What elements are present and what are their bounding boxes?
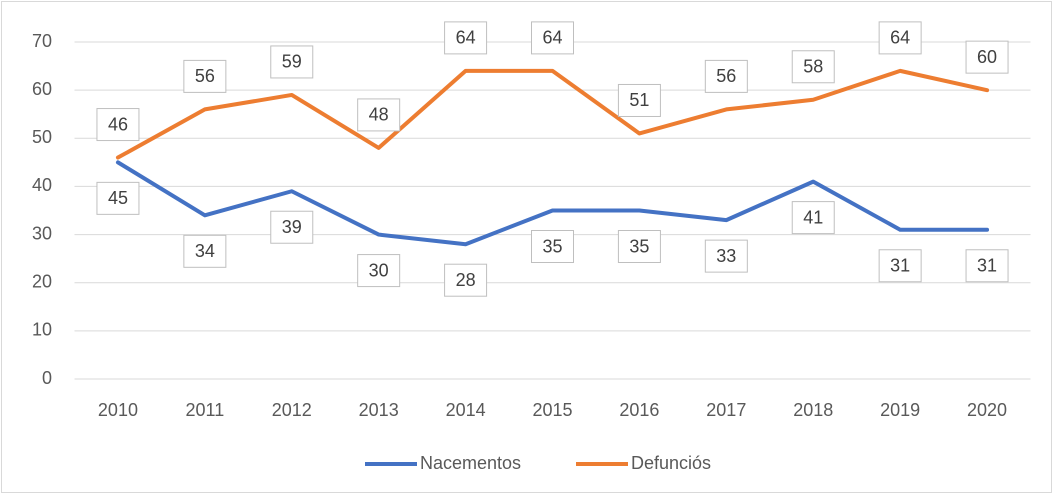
data-label: 45 [108,188,128,208]
x-tick-label: 2013 [359,400,399,420]
data-label: 64 [542,28,562,48]
data-label-box [531,21,574,55]
data-label: 60 [977,47,997,67]
line [115,68,990,160]
data-label: 56 [195,66,215,86]
x-tick-label: 2014 [446,400,486,420]
data-label: 33 [716,246,736,266]
legend-label: Defunciós [631,453,711,473]
data-label: 64 [890,28,910,48]
data-label: 35 [542,236,562,256]
y-tick-label: 50 [32,127,52,147]
line [115,160,990,247]
y-tick-label: 70 [32,31,52,51]
data-label-box [444,21,488,55]
data-label: 28 [456,270,476,290]
data-label: 46 [108,114,128,134]
data-label: 35 [629,236,649,256]
data-label-box [704,239,748,273]
data-label: 30 [369,260,389,280]
y-tick-label: 0 [42,368,52,388]
y-tick-label: 60 [32,79,52,99]
data-label: 39 [282,217,302,237]
data-label: 58 [803,57,823,77]
y-tick-label: 30 [32,223,52,243]
data-label-box [444,263,488,297]
x-tick-label: 2019 [880,400,920,420]
data-label-box [791,201,835,235]
data-label: 51 [629,90,649,110]
data-label-box [357,98,401,132]
legend-label: Nacementos [420,453,521,473]
data-label-box [270,45,314,79]
data-label-box [965,40,1009,74]
data-label-box [965,249,1009,283]
data-label: 64 [456,28,476,48]
x-tick-label: 2012 [272,400,312,420]
data-label: 56 [716,66,736,86]
x-tick-label: 2015 [532,400,572,420]
data-label-box [270,210,314,244]
x-tick-label: 2016 [619,400,659,420]
data-label: 34 [195,241,215,261]
x-tick-label: 2011 [186,400,225,420]
data-label-box [791,50,835,84]
x-tick-label: 2017 [706,400,746,420]
x-tick-label: 2020 [967,400,1007,420]
y-tick-label: 20 [32,271,52,291]
x-tick-label: 2018 [793,400,833,420]
data-label-box [183,234,227,268]
data-label-box [531,230,574,263]
data-label-box [183,59,227,93]
data-label: 48 [369,105,389,125]
data-label: 31 [977,256,997,276]
data-label-box [96,181,140,215]
data-label-box [704,59,748,93]
data-label-box [617,83,661,117]
y-tick-label: 10 [32,320,52,340]
data-label: 31 [890,256,910,276]
data-label-box [357,254,401,288]
x-tick-label: 2010 [98,400,138,420]
data-label-box [878,249,922,283]
data-label-box [617,230,661,263]
data-label-box [96,108,140,142]
data-label: 59 [282,52,302,72]
data-label-box [878,21,922,55]
y-tick-label: 40 [32,175,52,195]
data-label: 41 [803,207,823,227]
